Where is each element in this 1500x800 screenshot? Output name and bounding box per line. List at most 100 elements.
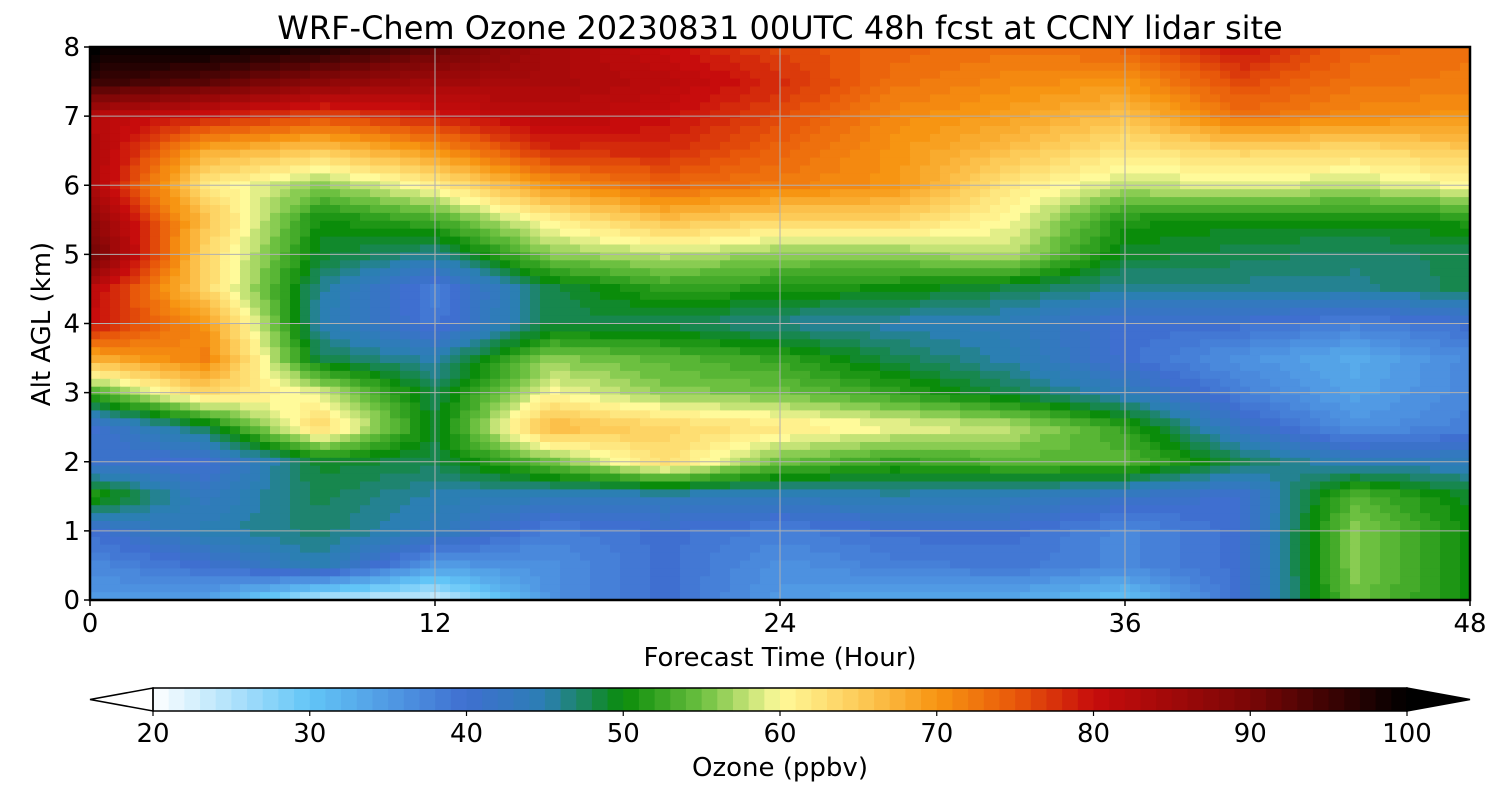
contour-cell: [1370, 78, 1381, 88]
contour-cell: [650, 78, 661, 88]
contour-cell: [1400, 118, 1411, 127]
contour-cell: [1270, 299, 1281, 309]
contour-cell: [540, 244, 551, 253]
contour-cell: [1220, 54, 1231, 64]
contour-cell: [640, 276, 651, 285]
contour-cell: [250, 86, 261, 95]
contour-cell: [390, 118, 401, 127]
contour-cell: [1280, 94, 1291, 103]
contour-cell: [920, 244, 931, 253]
contour-cell: [1300, 173, 1311, 182]
contour-cell: [1250, 94, 1261, 103]
contour-cell: [680, 149, 691, 159]
contour-cell: [1350, 307, 1361, 317]
contour-cell: [1110, 86, 1121, 95]
contour-cell: [1430, 244, 1441, 253]
contour-cell: [230, 133, 241, 143]
contour-cell: [250, 220, 261, 230]
contour-cell: [1140, 70, 1151, 80]
contour-cell: [510, 276, 521, 285]
contour-cell: [700, 323, 711, 332]
contour-cell: [1210, 315, 1221, 325]
contour-cell: [150, 157, 161, 167]
contour-cell: [1090, 94, 1101, 103]
contour-cell: [1360, 110, 1371, 119]
contour-cell: [720, 189, 731, 198]
contour-cell: [370, 284, 381, 293]
contour-cell: [950, 94, 961, 103]
contour-cell: [350, 126, 361, 135]
contour-cell: [200, 220, 211, 230]
contour-cell: [1060, 165, 1071, 174]
contour-cell: [920, 118, 931, 127]
contour-cell: [1000, 102, 1011, 111]
contour-cell: [530, 173, 541, 182]
contour-cell: [1340, 197, 1351, 206]
contour-cell: [1310, 252, 1321, 261]
contour-cell: [830, 284, 841, 293]
contour-cell: [1330, 173, 1341, 182]
contour-cell: [950, 141, 961, 151]
contour-cell: [1180, 252, 1191, 261]
contour-cell: [1180, 110, 1191, 119]
contour-cell: [1390, 291, 1401, 301]
contour-cell: [1290, 276, 1301, 285]
contour-cell: [1190, 197, 1201, 206]
contour-cell: [720, 236, 731, 246]
contour-cell: [570, 110, 581, 119]
contour-cell: [1150, 189, 1161, 198]
contour-cell: [630, 315, 641, 325]
contour-cell: [970, 94, 981, 103]
contour-cell: [870, 70, 881, 80]
contour-cell: [1200, 220, 1211, 230]
contour-cell: [1320, 228, 1331, 238]
contour-cell: [1340, 244, 1351, 253]
contour-cell: [540, 173, 551, 182]
contour-cell: [1340, 228, 1351, 238]
contour-cell: [410, 228, 421, 238]
contour-cell: [800, 189, 811, 198]
contour-cell: [280, 299, 291, 309]
contour-cell: [1210, 307, 1221, 317]
contour-cell: [1210, 276, 1221, 285]
contour-cell: [100, 47, 111, 56]
contour-cell: [330, 228, 341, 238]
contour-cell: [610, 284, 621, 293]
contour-cell: [920, 276, 931, 285]
contour-cell: [670, 299, 681, 309]
contour-cell: [640, 133, 651, 143]
contour-cell: [800, 157, 811, 167]
contour-cell: [500, 315, 511, 325]
contour-cell: [740, 244, 751, 253]
contour-cell: [270, 205, 281, 214]
contour-cell: [1180, 291, 1191, 301]
contour-cell: [630, 126, 641, 135]
contour-cell: [710, 268, 721, 277]
contour-cell: [790, 47, 801, 56]
contour-cell: [1140, 291, 1151, 301]
contour-cell: [200, 149, 211, 159]
contour-cell: [150, 236, 161, 246]
contour-cell: [1290, 110, 1301, 119]
contour-cell: [380, 276, 391, 285]
contour-cell: [440, 110, 451, 119]
contour-cell: [440, 78, 451, 88]
contour-cell: [760, 299, 771, 309]
contour-cell: [210, 118, 221, 127]
contour-cell: [550, 299, 561, 309]
contour-cell: [530, 291, 541, 301]
contour-cell: [220, 118, 231, 127]
contour-cell: [1390, 323, 1401, 332]
contour-cell: [1240, 94, 1251, 103]
contour-cell: [930, 47, 941, 56]
contour-cell: [810, 94, 821, 103]
contour-cell: [840, 133, 851, 143]
contour-cell: [1370, 212, 1381, 222]
contour-cell: [1240, 165, 1251, 174]
contour-cell: [880, 189, 891, 198]
contour-cell: [440, 323, 451, 332]
contour-cell: [650, 149, 661, 159]
contour-cell: [1090, 205, 1101, 214]
contour-cell: [200, 102, 211, 111]
contour-cell: [560, 268, 571, 277]
